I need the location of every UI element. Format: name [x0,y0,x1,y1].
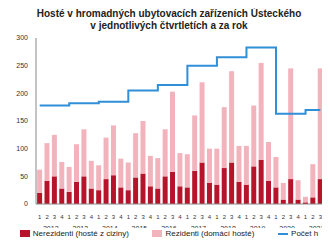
svg-text:250: 250 [16,62,28,69]
svg-text:1: 1 [38,214,42,220]
svg-text:1: 1 [68,214,72,220]
svg-text:3: 3 [319,214,322,220]
svg-text:2: 2 [252,214,256,220]
svg-text:100: 100 [16,145,28,152]
svg-text:0: 0 [24,200,28,207]
svg-text:3: 3 [289,214,293,220]
html-text:Počet h: Počet h [291,229,319,238]
svg-text:1: 1 [97,214,101,220]
svg-text:2017: 2017 [191,225,207,228]
html-text:Nerezidenti (hosté z ciziny): Nerezidenti (hosté z ciziny) [32,229,129,238]
svg-text:2: 2 [104,214,108,220]
svg-text:300: 300 [16,34,28,41]
svg-text:2016: 2016 [161,225,177,228]
svg-text:4: 4 [149,214,153,220]
svg-text:1: 1 [274,214,278,220]
svg-text:4: 4 [296,214,300,220]
svg-text:2: 2 [134,214,138,220]
svg-text:3: 3 [171,214,175,220]
svg-text:2: 2 [193,214,197,220]
svg-text:2: 2 [223,214,227,220]
svg-text:1: 1 [215,214,219,220]
svg-text:4: 4 [60,214,64,220]
svg-text:4: 4 [119,214,123,220]
svg-text:50: 50 [20,173,28,180]
svg-text:3: 3 [200,214,204,220]
svg-text:150: 150 [16,117,28,124]
svg-text:4: 4 [178,214,182,220]
svg-text:3: 3 [141,214,145,220]
svg-text:2: 2 [75,214,79,220]
html-text:Hosté v hromadných ubytovacích: Hosté v hromadných ubytovacích zařízeníc… [36,8,302,31]
svg-text:2019: 2019 [250,225,266,228]
svg-text:3: 3 [82,214,86,220]
svg-text:4: 4 [237,214,241,220]
svg-text:2012: 2012 [43,225,59,228]
svg-text:3: 3 [230,214,234,220]
svg-text:200: 200 [16,90,28,97]
svg-text:4: 4 [208,214,212,220]
svg-text:1: 1 [156,214,160,220]
svg-text:3: 3 [112,214,116,220]
svg-text:2020: 2020 [279,225,295,228]
svg-text:4: 4 [267,214,271,220]
svg-text:3: 3 [53,214,57,220]
svg-text:1: 1 [245,214,249,220]
svg-text:2: 2 [282,214,286,220]
svg-text:1: 1 [127,214,131,220]
svg-text:2021: 2021 [309,225,322,228]
html-text:Rezidenti (domácí hosté): Rezidenti (domácí hosté) [165,229,255,238]
svg-text:2: 2 [311,214,315,220]
svg-text:1: 1 [186,214,190,220]
svg-text:4: 4 [90,214,94,220]
svg-text:2: 2 [45,214,49,220]
svg-text:2018: 2018 [220,225,236,228]
svg-text:2013: 2013 [73,225,89,228]
svg-text:2015: 2015 [132,225,148,228]
svg-text:1: 1 [304,214,308,220]
svg-text:2014: 2014 [102,225,118,228]
svg-text:3: 3 [260,214,264,220]
svg-text:2: 2 [164,214,168,220]
